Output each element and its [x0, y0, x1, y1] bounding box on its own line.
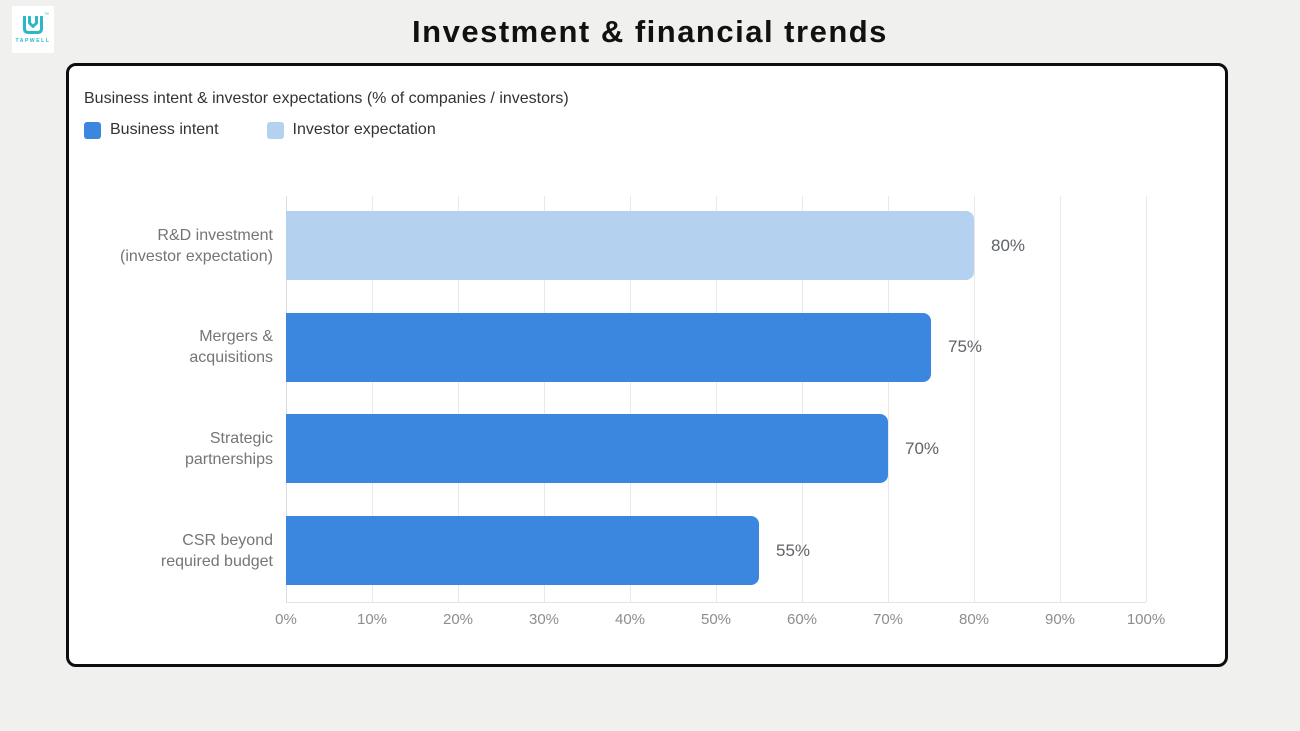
logo-brand-text: TAPWELL — [15, 38, 51, 44]
gridline — [974, 196, 975, 602]
gridline — [544, 196, 545, 602]
legend-swatch-investor-expectation — [266, 121, 284, 139]
x-axis-label: 20% — [442, 611, 474, 628]
category-label: Strategic partnerships — [184, 429, 273, 468]
category-label: CSR beyond required budget — [160, 531, 273, 570]
page-title: Investment & financial trends — [412, 14, 888, 49]
bar — [286, 211, 974, 280]
value-label: 55% — [776, 540, 811, 560]
gridline — [888, 196, 889, 602]
x-axis-label: 100% — [1126, 611, 1166, 628]
x-axis-label: 0% — [275, 611, 297, 628]
x-axis-label: 60% — [786, 611, 818, 628]
legend-swatch-business-intent — [84, 121, 101, 139]
x-axis-label: 90% — [1044, 611, 1076, 628]
gridline — [716, 196, 717, 602]
bar — [286, 414, 888, 484]
bar — [286, 516, 759, 586]
tapwell-logo: ™ TAPWELL — [12, 6, 54, 53]
logo-trademark: ™ — [44, 12, 49, 18]
gridline — [286, 196, 287, 602]
x-axis-label: 10% — [356, 611, 388, 628]
gridline — [1146, 196, 1147, 602]
gridline — [458, 196, 459, 602]
legend: Business intent Investor expectation — [84, 121, 436, 139]
legend-item-investor-expectation: Investor expectation — [266, 121, 436, 139]
gridline — [802, 196, 803, 602]
legend-label: Business intent — [110, 121, 219, 138]
x-axis-label: 80% — [958, 611, 990, 628]
chart-panel: Business intent & investor expectations … — [66, 63, 1228, 667]
category-label: R&D investment (investor expectation) — [120, 226, 273, 265]
logo-glyph-icon: ™ — [20, 12, 49, 36]
value-label: 80% — [991, 235, 1026, 255]
gridline — [372, 196, 373, 602]
category-label: Mergers & acquisitions — [189, 328, 273, 367]
chart-subtitle: Business intent & investor expectations … — [84, 90, 569, 107]
value-label: 70% — [905, 438, 940, 458]
gridline — [630, 196, 631, 602]
bar — [286, 312, 931, 382]
legend-item-business-intent: Business intent — [84, 121, 219, 139]
value-label: 75% — [948, 337, 983, 357]
legend-label: Investor expectation — [292, 121, 436, 138]
x-axis-label: 30% — [528, 611, 560, 628]
axis-baseline — [286, 602, 1146, 603]
x-axis-label: 40% — [614, 611, 646, 628]
gridline — [1060, 196, 1061, 602]
x-axis-label: 70% — [872, 611, 904, 628]
x-axis-label: 50% — [700, 611, 732, 628]
